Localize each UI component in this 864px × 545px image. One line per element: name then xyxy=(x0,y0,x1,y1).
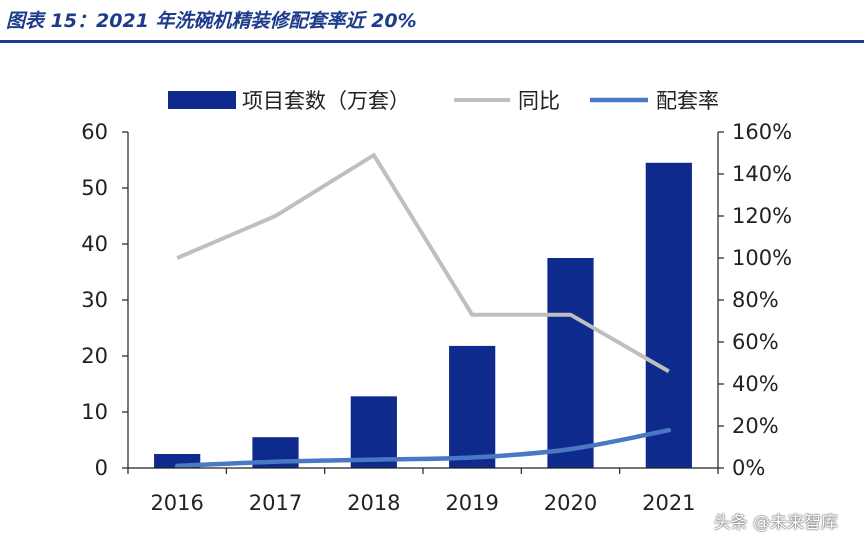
legend-swatch-bar xyxy=(168,91,236,109)
y-right-tick-label: 120% xyxy=(732,204,792,228)
y-left-tick-label: 0 xyxy=(95,456,108,480)
x-tick-label: 2018 xyxy=(347,491,400,515)
title-rule xyxy=(0,40,864,43)
y-left-tick-label: 10 xyxy=(81,400,108,424)
legend-label-yoy: 同比 xyxy=(518,89,560,113)
x-tick-label: 2020 xyxy=(544,491,597,515)
x-tick-label: 2019 xyxy=(445,491,498,515)
legend-label-rate: 配套率 xyxy=(656,89,719,113)
y-left-tick-label: 30 xyxy=(81,288,108,312)
y-left-tick-label: 50 xyxy=(81,176,108,200)
y-right-tick-label: 60% xyxy=(732,330,779,354)
y-right-tick-label: 20% xyxy=(732,414,779,438)
rate-line xyxy=(174,427,672,469)
x-tick-label: 2021 xyxy=(642,491,695,515)
y-right-tick-label: 0% xyxy=(732,456,765,480)
y-left-tick-label: 40 xyxy=(81,232,108,256)
figure-title: 图表 15：2021 年洗碗机精装修配套率近 20% xyxy=(6,10,417,32)
x-tick-label: 2016 xyxy=(150,491,203,515)
yoy-line xyxy=(176,152,670,374)
y-right-tick-label: 140% xyxy=(732,162,792,186)
y-right-tick-label: 100% xyxy=(732,246,792,270)
y-left-tick-label: 60 xyxy=(81,120,108,144)
bar xyxy=(645,162,692,469)
y-left-tick-label: 20 xyxy=(81,344,108,368)
bar xyxy=(350,396,397,468)
y-right-tick-label: 160% xyxy=(732,120,792,144)
bar xyxy=(449,345,496,468)
bar xyxy=(547,258,594,468)
watermark: 头条 @未来智库 xyxy=(713,513,838,533)
legend-label-bar: 项目套数（万套） xyxy=(242,89,410,113)
y-right-tick-label: 40% xyxy=(732,372,779,396)
x-tick-label: 2017 xyxy=(249,491,302,515)
y-right-tick-label: 80% xyxy=(732,288,779,312)
